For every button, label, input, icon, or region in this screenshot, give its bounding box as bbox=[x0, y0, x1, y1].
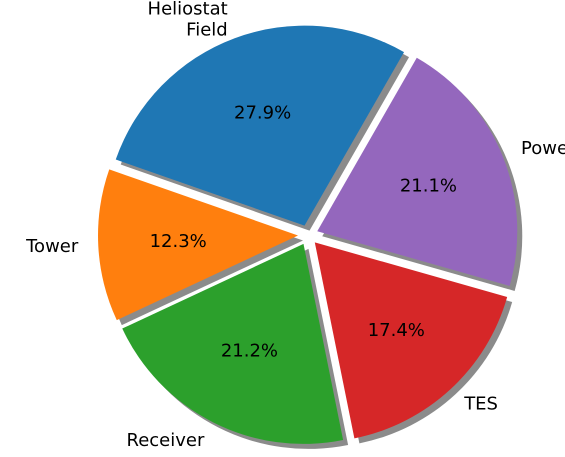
category-label-tower: Tower bbox=[25, 236, 79, 257]
category-label-line: Power Block bbox=[521, 138, 565, 159]
pct-label-receiver: 21.2% bbox=[221, 341, 278, 362]
category-label-line: Heliostat bbox=[148, 0, 228, 19]
slice-heliostat-field bbox=[115, 25, 405, 226]
slice-receiver bbox=[122, 243, 344, 444]
category-label-line: TES bbox=[463, 393, 498, 414]
pct-label-tower: 12.3% bbox=[150, 231, 207, 252]
pct-label-tes: 17.4% bbox=[368, 320, 425, 341]
slice-power-block bbox=[317, 57, 518, 286]
pct-label-heliostat-field: 27.9% bbox=[234, 103, 291, 124]
percentage-labels: 27.9% 12.3% 21.2% 17.4% 21.1% bbox=[150, 103, 457, 362]
category-label-power-block: Power Block bbox=[521, 138, 565, 159]
category-label-heliostat-field: Heliostat Field bbox=[148, 0, 228, 40]
category-label-receiver: Receiver bbox=[127, 430, 205, 451]
category-label-line: Receiver bbox=[127, 430, 205, 451]
slice-tes bbox=[314, 242, 508, 439]
category-label-line: Tower bbox=[25, 236, 79, 257]
category-label-line: Field bbox=[186, 19, 228, 40]
slices bbox=[98, 25, 518, 444]
slice-tower bbox=[98, 169, 299, 321]
pct-label-power-block: 21.1% bbox=[400, 176, 457, 197]
category-label-tes: TES bbox=[463, 393, 498, 414]
